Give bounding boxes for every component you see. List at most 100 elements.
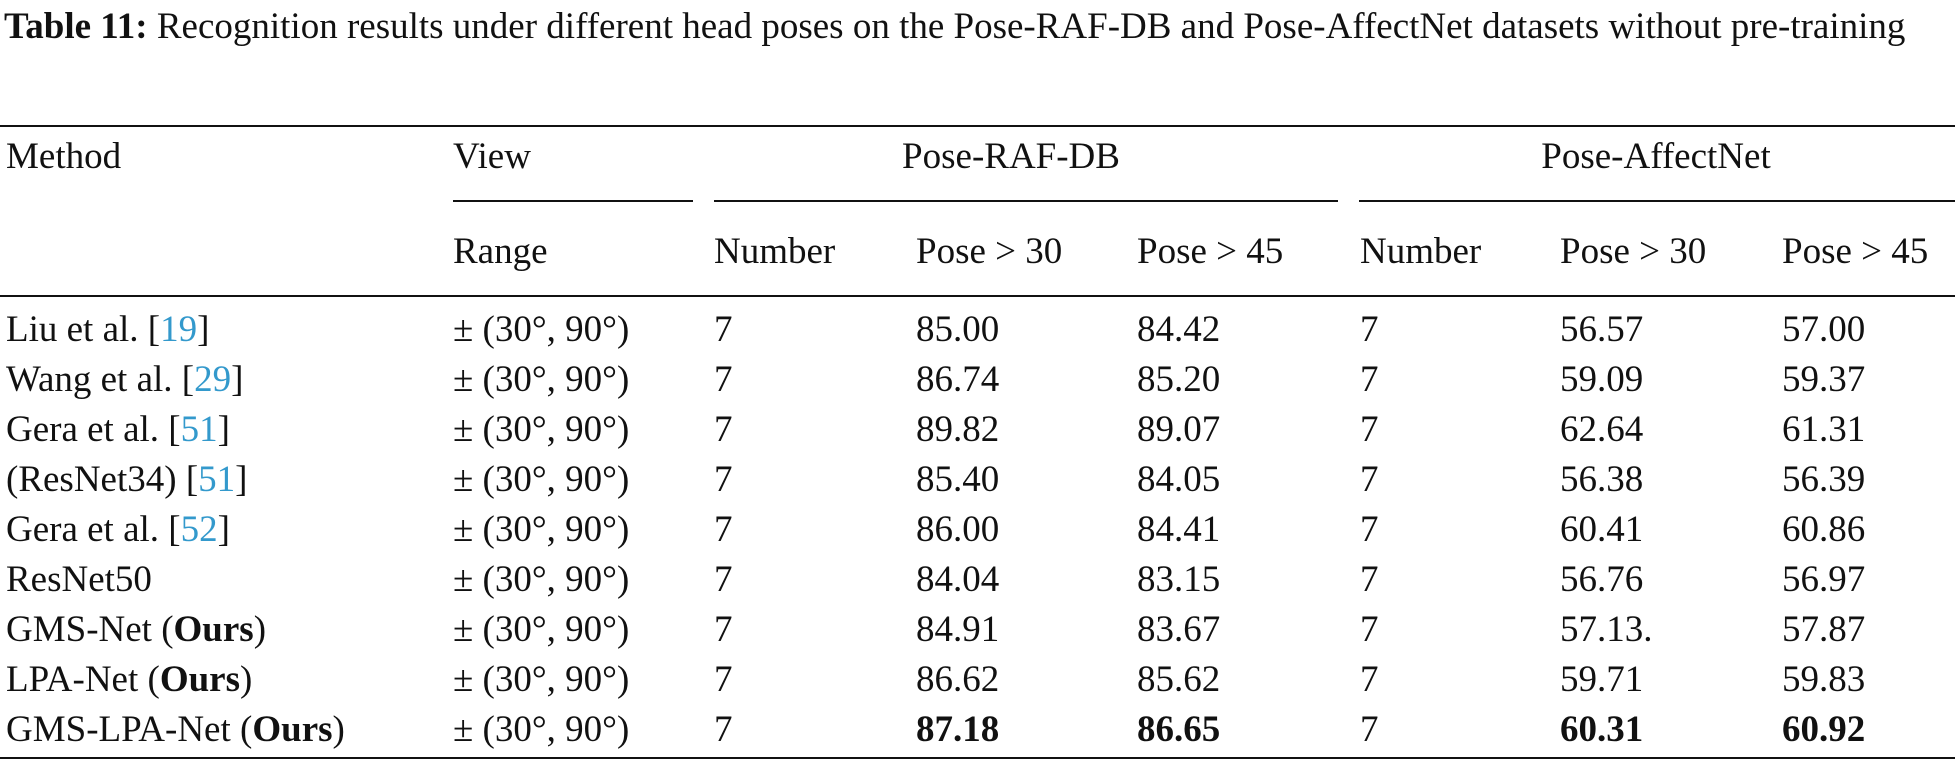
bottom-rule [0,757,1955,759]
table-cell: 86.65 [1137,709,1221,750]
caption: Table 11: Recognition results under diff… [4,0,1954,54]
cell-part: ) [332,709,345,750]
table-cell: 83.67 [1137,609,1221,650]
subheader-cell: Range [453,231,548,272]
cell-part: ] [217,509,230,550]
table-cell: ± (30°, 90°) [453,409,630,450]
table-cell: ± (30°, 90°) [453,459,630,500]
caption-text: Recognition results under different head… [156,6,1906,47]
table-cell: Gera et al. [51] [6,408,230,452]
top-rule [0,125,1955,127]
table-cell: 7 [1360,509,1379,550]
table-cell: LPA-Net (Ours) [6,658,252,702]
cell-part: Ours [173,609,254,650]
table-cell: 7 [714,659,733,700]
cell-part: 52 [180,509,218,550]
table-cell: ± (30°, 90°) [453,609,630,650]
table-cell: GMS-LPA-Net (Ours) [6,708,345,752]
table-cell: 57.87 [1782,609,1866,650]
header-cell: View [453,136,531,177]
table-cell: 7 [714,359,733,400]
header-cell: Pose-RAF-DB [902,136,1120,177]
table-cell: 60.86 [1782,509,1866,550]
cell-part: ] [217,409,230,450]
table-cell: 7 [1360,659,1379,700]
table-cell: 60.41 [1560,509,1644,550]
subheader-cell: Number [1360,231,1482,272]
table-cell: 56.39 [1782,459,1866,500]
cell-part: 29 [194,359,232,400]
table-cell: 60.31 [1560,709,1644,750]
cell-part: 51 [180,409,218,450]
table-cell: 83.15 [1137,559,1221,600]
table-cell: 85.20 [1137,359,1221,400]
table-cell: 7 [1360,359,1379,400]
table-cell: 86.62 [916,659,1000,700]
subheader-cell: Pose > 30 [916,231,1063,272]
cell-part: ) [253,609,267,650]
subheader-cell: Number [714,231,836,272]
table-cell: Liu et al. [19] [6,308,209,352]
table-cell: 84.42 [1137,309,1221,350]
table-cell: Gera et al. [52] [6,508,230,552]
header-cell: Method [6,136,122,177]
table-cell: 59.71 [1560,659,1644,700]
cell-part: ] [231,359,244,400]
table-cell: 57.13. [1560,609,1653,650]
cell-part: LPA-Net ( [6,659,160,700]
table-cell: 57.00 [1782,309,1866,350]
cell-part: (ResNet34) [ [6,459,199,500]
table-cell: 7 [1360,309,1379,350]
cell-part: Gera et al. [ [6,509,181,550]
table-cell: 59.83 [1782,659,1866,700]
table-cell: 7 [714,559,733,600]
table-cell: 60.92 [1782,709,1866,750]
cell-part: Liu et al. [ [6,309,161,350]
group-rule [1359,200,1955,202]
table-cell: 7 [714,609,733,650]
cell-part: ] [197,309,210,350]
table-cell: 56.97 [1782,559,1866,600]
subheader-cell: Pose > 45 [1782,231,1929,272]
table-cell: 7 [714,309,733,350]
table-cell: (ResNet34) [51] [6,458,247,502]
caption-label: Table 11: [4,6,148,47]
table-cell: 7 [714,509,733,550]
cell-part: Ours [252,709,333,750]
cell-part: ] [235,459,248,500]
table-cell: 86.00 [916,509,1000,550]
table-cell: 84.05 [1137,459,1221,500]
cell-part: GMS-LPA-Net ( [6,709,253,750]
table-cell: ResNet50 [6,559,152,600]
table-cell: 56.57 [1560,309,1644,350]
table-cell: ± (30°, 90°) [453,659,630,700]
table-cell: 56.76 [1560,559,1644,600]
table-cell: 85.40 [916,459,1000,500]
cell-part: GMS-Net ( [6,609,174,650]
table-cell: 56.38 [1560,459,1644,500]
table-cell: 7 [1360,709,1379,750]
table-cell: 7 [714,459,733,500]
table-cell: 7 [1360,609,1379,650]
cell-part: Gera et al. [ [6,409,181,450]
table-cell: 59.37 [1782,359,1866,400]
cell-part: Wang et al. [ [6,359,195,400]
cell-part: 19 [160,309,198,350]
subheader-cell: Pose > 30 [1560,231,1707,272]
table-cell: 59.09 [1560,359,1644,400]
table-cell: ± (30°, 90°) [453,559,630,600]
table-cell: 85.62 [1137,659,1221,700]
table-cell: ± (30°, 90°) [453,359,630,400]
table-cell: 85.00 [916,309,1000,350]
table-cell: 84.91 [916,609,1000,650]
group-rule [453,200,693,202]
table-cell: 61.31 [1782,409,1866,450]
table-cell: Wang et al. [29] [6,358,243,402]
table-cell: ± (30°, 90°) [453,309,630,350]
subheader-cell: Pose > 45 [1137,231,1284,272]
cell-part: 51 [198,459,236,500]
header-cell: Pose-AffectNet [1541,136,1771,177]
cell-part: Ours [159,659,241,700]
table-cell: 7 [1360,459,1379,500]
